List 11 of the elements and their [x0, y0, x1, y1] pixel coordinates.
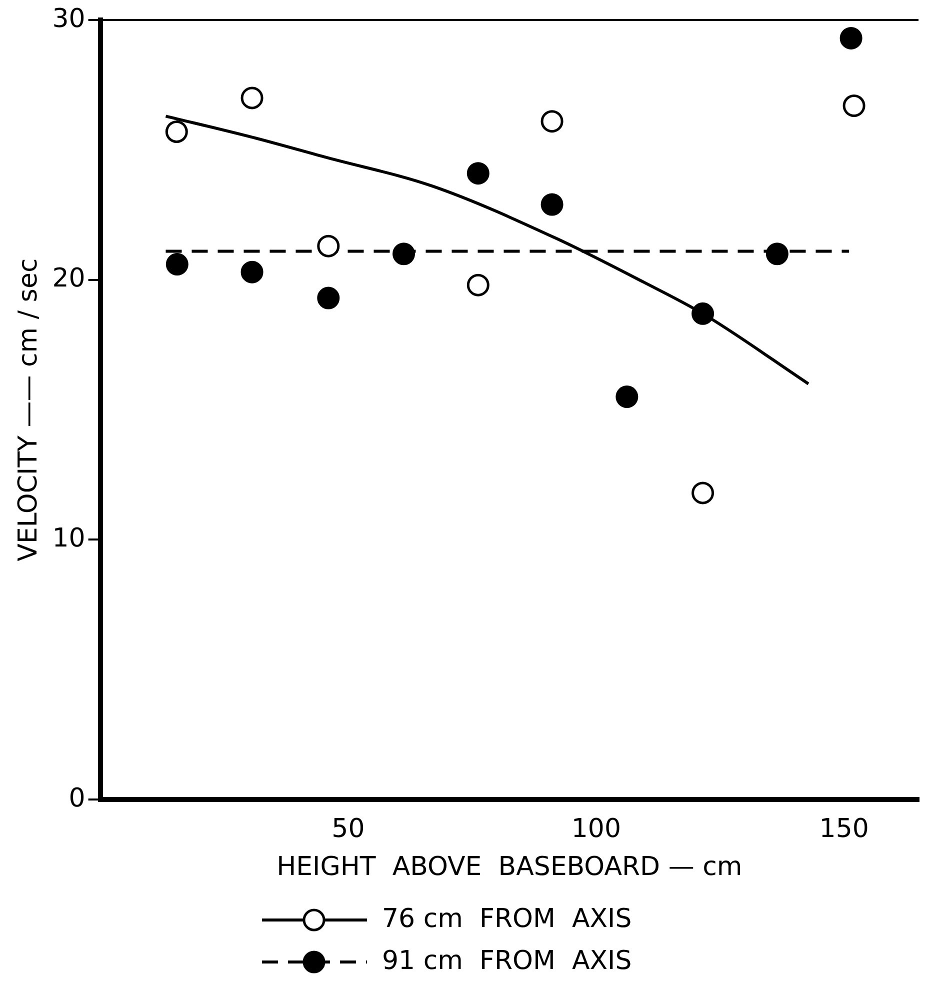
y-tick-label: 20 — [52, 264, 86, 294]
y-axis-title: VELOCITY —— cm / sec — [13, 258, 44, 562]
y-tick-label: 0 — [68, 783, 86, 814]
y-tick-label: 30 — [52, 4, 86, 34]
legend-label: 91 cm FROM AXIS — [382, 946, 632, 976]
legend-label: 76 cm FROM AXIS — [382, 904, 632, 934]
x-tick-label: 150 — [819, 814, 869, 844]
y-tick-label: 10 — [52, 523, 86, 554]
x-tick-label: 50 — [332, 814, 365, 844]
x-tick-label: 100 — [571, 814, 621, 844]
x-axis-title: HEIGHT ABOVE BASEBOARD — cm — [276, 852, 742, 882]
